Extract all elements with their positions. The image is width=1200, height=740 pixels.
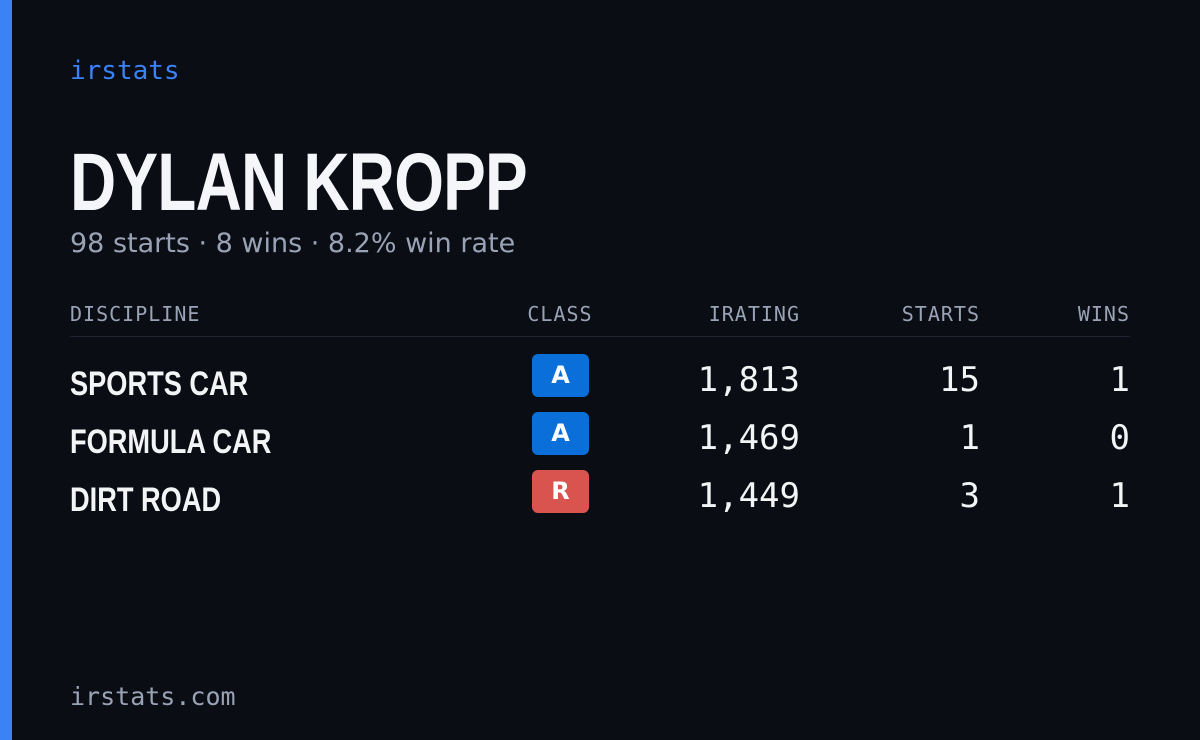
driver-name: DYLAN KROPP — [70, 137, 528, 228]
driver-summary: 98 starts · 8 wins · 8.2% win rate — [70, 228, 516, 259]
discipline: FORMULA CAR — [70, 423, 272, 461]
column-header: STARTS — [901, 302, 980, 326]
accent-bar — [0, 0, 12, 740]
wins: 1 — [1109, 476, 1130, 516]
footer: irstats.com — [70, 682, 236, 711]
column-header: CLASS — [527, 302, 593, 326]
irating: 1,469 — [697, 418, 800, 458]
starts: 3 — [959, 476, 980, 516]
column-header: WINS — [1077, 302, 1130, 326]
column-header: DISCIPLINE — [70, 302, 201, 326]
wins: 0 — [1109, 418, 1130, 458]
irating: 1,813 — [697, 360, 800, 400]
starts: 15 — [939, 360, 980, 400]
class-badge: A — [532, 412, 589, 455]
wins: 1 — [1109, 360, 1130, 400]
header-rule — [70, 336, 1130, 337]
irating: 1,449 — [697, 476, 800, 516]
discipline: DIRT ROAD — [70, 481, 222, 519]
starts: 1 — [959, 418, 980, 458]
class-badge: R — [532, 470, 589, 513]
discipline: SPORTS CAR — [70, 365, 249, 403]
class-badge: A — [532, 354, 589, 397]
column-header: IRATING — [708, 302, 800, 326]
brand: irstats — [70, 56, 180, 86]
